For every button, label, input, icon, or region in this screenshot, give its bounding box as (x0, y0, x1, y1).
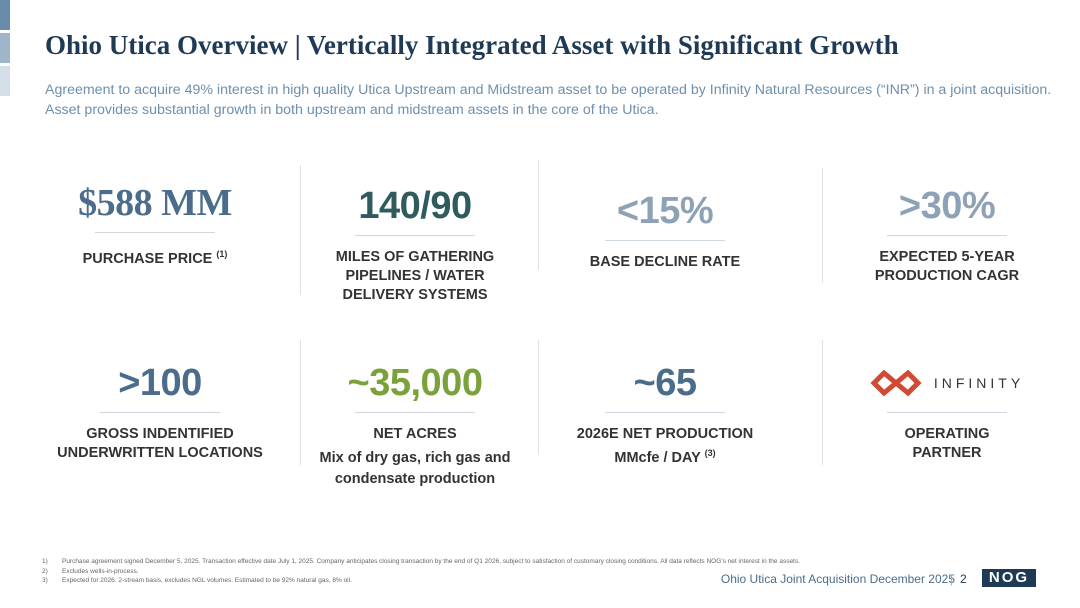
stat-value: $588 MM (78, 182, 232, 224)
footnote-marker: 1) (42, 558, 48, 565)
stat: >30% EXPECTED 5-YEAR PRODUCTION CAGR (822, 183, 1072, 286)
logo-mark (870, 369, 922, 397)
title: Ohio Utica Overview | Vertically Integra… (45, 30, 899, 60)
label-text: MMcfe / DAY (614, 449, 701, 466)
stat-label: NET ACRES (290, 425, 540, 444)
label-text: BASE DECLINE RATE (589, 254, 741, 270)
label-text: PIPELINES / WATER (345, 268, 485, 284)
divider (538, 160, 539, 270)
footnote-marker: 3) (42, 577, 48, 584)
label-line: PURCHASE PRICE (1) (30, 245, 280, 269)
accent (0, 66, 10, 96)
footnote-text: Expected for 2026. 2-stream basis, exclu… (62, 577, 352, 584)
underline (605, 412, 725, 413)
footnote-text: Excludes wells-in-process. (62, 567, 139, 575)
label-text: NET ACRES (373, 426, 457, 442)
label-text: PRODUCTION CAGR (874, 268, 1020, 284)
stat: <15% BASE DECLINE RATE (540, 188, 790, 272)
label-line: MILES OF GATHERING (290, 248, 540, 267)
stat-label: 2026E NET PRODUCTION MMcfe / DAY (3) (540, 425, 790, 468)
stat-label: EXPECTED 5-YEAR PRODUCTION CAGR (822, 248, 1072, 286)
footnote-ref: (1) (216, 249, 228, 259)
footnote-text: Purchase agreement signed December 5, 20… (62, 558, 800, 565)
label-text: OPERATING (904, 426, 990, 442)
label-text: UNDERWRITTEN LOCATIONS (57, 445, 263, 461)
underline (887, 412, 1007, 413)
stat-value: >30% (898, 185, 996, 227)
underline (355, 412, 475, 413)
stat: $588 MM PURCHASE PRICE (1) (30, 180, 280, 269)
stat: ~35,000 NET ACRES Mix of dry gas, rich gas… (290, 360, 540, 490)
underline (887, 235, 1007, 236)
label-text: GROSS INDENTIFIED (86, 426, 234, 442)
footer-text: Ohio Utica Joint Acquisition December 20… (720, 572, 955, 586)
label-line: GROSS INDENTIFIED (35, 425, 285, 444)
footnote-marker: 2) (42, 567, 48, 575)
logo-text: INFINITY (933, 375, 1025, 391)
underline (355, 235, 475, 236)
partner-logo: INFINITY (822, 360, 1072, 406)
label-line: PARTNER (822, 444, 1072, 463)
divider (822, 168, 823, 283)
underline (100, 412, 220, 413)
label-line: 2026E NET PRODUCTION (540, 425, 790, 444)
stat: 140/90 MILES OF GATHERING PIPELINES / WATE… (290, 183, 540, 305)
stat-label: MILES OF GATHERING PIPELINES / WATER DELIV… (290, 248, 540, 305)
stat: >100 GROSS INDENTIFIED UNDERWRITTEN LOCATI… (35, 360, 285, 463)
logo: NOG (982, 569, 1036, 587)
stat-value: >100 (118, 362, 202, 404)
accent (0, 33, 10, 63)
label-text: 2026E NET PRODUCTION (576, 426, 754, 442)
label-text: EXPECTED 5-YEAR (879, 249, 1015, 265)
underline (605, 240, 725, 241)
underline (95, 232, 215, 233)
divider (538, 340, 539, 455)
stat-value: <15% (616, 190, 714, 232)
label-line: BASE DECLINE RATE (540, 253, 790, 272)
footnote: 3) Expected for 2026. 2-stream basis, exc… (42, 577, 352, 584)
footnote: 2) Excludes wells-in-process. (42, 568, 139, 575)
label-line: OPERATING (822, 425, 1072, 444)
page-number: 2 (960, 572, 967, 586)
label-line: PIPELINES / WATER (290, 267, 540, 286)
stat-value: 140/90 (358, 185, 472, 227)
detail-line: condensate production (334, 471, 496, 487)
label-text: PARTNER (912, 445, 982, 461)
detail-line: Mix of dry gas, rich gas and (319, 450, 511, 466)
stat-label: PURCHASE PRICE (1) (30, 245, 280, 269)
label-line: MMcfe / DAY (3) (540, 444, 790, 468)
stat-label: GROSS INDENTIFIED UNDERWRITTEN LOCATIONS (35, 425, 285, 463)
stat-value: ~65 (633, 362, 697, 404)
stat-value: ~35,000 (347, 362, 483, 404)
footnote: 1) Purchase agreement signed December 5, … (42, 558, 800, 565)
label-line: UNDERWRITTEN LOCATIONS (35, 444, 285, 463)
footnote-ref: (3) (704, 448, 716, 458)
label-text: PURCHASE PRICE (82, 250, 213, 267)
subtitle: Agreement to acquire 49% interest in hig… (45, 82, 1052, 118)
label-line: DELIVERY SYSTEMS (290, 286, 540, 305)
stat-label: BASE DECLINE RATE (540, 253, 790, 272)
stat-label: OPERATING PARTNER (822, 425, 1072, 463)
label-line: NET ACRES (290, 425, 540, 444)
separator: | (950, 572, 954, 586)
label-line: EXPECTED 5-YEAR (822, 248, 1072, 267)
stat: INFINITY OPERATING PARTNER (822, 360, 1072, 463)
label-line: PRODUCTION CAGR (822, 267, 1072, 286)
label-text: DELIVERY SYSTEMS (342, 287, 488, 303)
label-text: MILES OF GATHERING (335, 249, 495, 265)
divider (300, 340, 301, 465)
stat: ~65 2026E NET PRODUCTION MMcfe / DAY (3) (540, 360, 790, 468)
stat-detail: Mix of dry gas, rich gas and condensate p… (290, 448, 540, 490)
divider (822, 340, 823, 465)
accent (0, 0, 10, 30)
divider (300, 165, 301, 295)
